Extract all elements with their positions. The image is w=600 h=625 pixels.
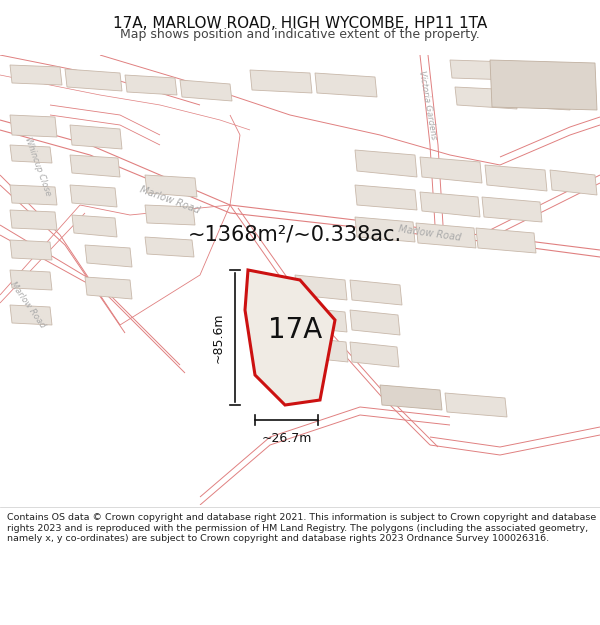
Polygon shape <box>550 170 597 195</box>
Polygon shape <box>355 185 417 210</box>
Polygon shape <box>445 393 507 417</box>
Polygon shape <box>420 192 480 217</box>
Polygon shape <box>450 60 512 80</box>
Polygon shape <box>125 75 177 95</box>
Polygon shape <box>455 87 517 109</box>
Text: Contains OS data © Crown copyright and database right 2021. This information is : Contains OS data © Crown copyright and d… <box>7 513 596 543</box>
Polygon shape <box>10 65 62 85</box>
Text: Marlow Road: Marlow Road <box>139 184 202 216</box>
Polygon shape <box>490 60 597 110</box>
Polygon shape <box>85 245 132 267</box>
Text: ~85.6m: ~85.6m <box>212 312 225 362</box>
Polygon shape <box>380 385 442 410</box>
Polygon shape <box>65 69 122 91</box>
Polygon shape <box>298 337 348 362</box>
Polygon shape <box>10 145 52 163</box>
Polygon shape <box>350 310 400 335</box>
Polygon shape <box>10 270 52 290</box>
Polygon shape <box>10 115 57 137</box>
Polygon shape <box>295 275 347 300</box>
Polygon shape <box>482 197 542 222</box>
Polygon shape <box>476 228 536 253</box>
Polygon shape <box>145 205 195 225</box>
Polygon shape <box>295 307 347 332</box>
Text: Marlow Road: Marlow Road <box>9 280 47 330</box>
Polygon shape <box>145 175 197 197</box>
Text: ~1368m²/~0.338ac.: ~1368m²/~0.338ac. <box>188 225 402 245</box>
Polygon shape <box>70 155 120 177</box>
Polygon shape <box>70 185 117 207</box>
Text: Whincup Close: Whincup Close <box>23 136 53 198</box>
Polygon shape <box>355 150 417 177</box>
Polygon shape <box>10 305 52 325</box>
Polygon shape <box>485 165 547 191</box>
Text: 17A, MARLOW ROAD, HIGH WYCOMBE, HP11 1TA: 17A, MARLOW ROAD, HIGH WYCOMBE, HP11 1TA <box>113 16 487 31</box>
Text: 17A: 17A <box>268 316 322 344</box>
Polygon shape <box>85 277 132 299</box>
Polygon shape <box>72 215 117 237</box>
Text: Victoria Gardens: Victoria Gardens <box>418 70 439 140</box>
Polygon shape <box>245 270 335 405</box>
Polygon shape <box>355 217 415 242</box>
Polygon shape <box>250 70 312 93</box>
Polygon shape <box>70 125 122 149</box>
Polygon shape <box>416 223 476 248</box>
Polygon shape <box>10 185 57 205</box>
Text: Map shows position and indicative extent of the property.: Map shows position and indicative extent… <box>120 28 480 41</box>
Polygon shape <box>515 62 572 83</box>
Polygon shape <box>315 73 377 97</box>
Polygon shape <box>145 237 194 257</box>
Polygon shape <box>10 240 52 260</box>
Polygon shape <box>350 280 402 305</box>
Text: Marlow Road: Marlow Road <box>398 224 462 243</box>
Polygon shape <box>420 157 482 183</box>
Polygon shape <box>10 210 57 230</box>
Text: ~26.7m: ~26.7m <box>262 432 311 445</box>
Polygon shape <box>518 88 570 110</box>
Polygon shape <box>350 342 399 367</box>
Polygon shape <box>180 80 232 101</box>
